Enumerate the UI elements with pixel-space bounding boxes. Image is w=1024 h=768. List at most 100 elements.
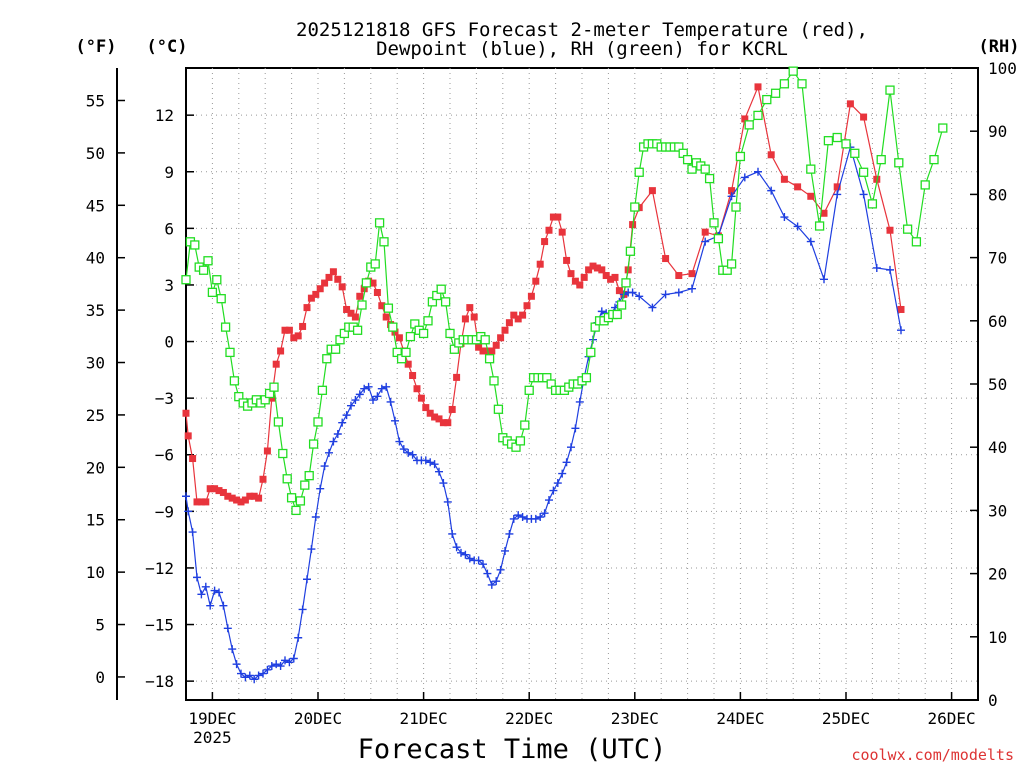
temperature-point	[206, 485, 214, 493]
rh-point	[938, 123, 948, 133]
temperature-point	[820, 209, 828, 217]
temperature-point	[532, 277, 540, 285]
rh-point	[300, 480, 310, 490]
rh-point	[212, 275, 222, 285]
fahrenheit-tick-label: 0	[95, 668, 105, 687]
rh-point	[308, 439, 319, 449]
dewpoint-point	[316, 484, 325, 493]
temperature-point	[329, 268, 337, 276]
dewpoint-point	[421, 456, 430, 465]
temperature-point	[369, 279, 377, 287]
rh-point	[894, 158, 904, 168]
dewpoint-point	[232, 660, 241, 669]
temperature-point	[290, 334, 298, 342]
dewpoint-point	[281, 656, 289, 665]
dewpoint-point	[254, 671, 263, 680]
celsius-tick-label: 0	[164, 333, 174, 352]
temperature-point	[391, 328, 399, 336]
dewpoint-point	[219, 601, 228, 610]
rh-point	[920, 180, 930, 190]
rh-tick-label: 70	[988, 249, 1007, 268]
rh-tick-label: 20	[988, 565, 1007, 584]
dewpoint-point	[740, 173, 749, 182]
celsius-tick-label: −18	[145, 672, 174, 691]
temperature-point	[523, 302, 531, 310]
dewpoint-point	[197, 590, 206, 599]
temperature-point	[316, 285, 324, 293]
temperature-point	[250, 492, 258, 500]
temperature-point	[321, 279, 329, 287]
rh-tick-label: 100	[988, 59, 1017, 78]
dewpoint-point	[820, 275, 828, 284]
rh-tick-label: 90	[988, 122, 1007, 141]
rh-point	[269, 382, 279, 392]
temperature-point	[193, 498, 201, 506]
dewpoint-point	[391, 416, 399, 425]
fahrenheit-tick-label: 35	[86, 301, 105, 320]
temperature-point	[219, 488, 227, 496]
rh-point	[190, 240, 200, 250]
temperature-point	[435, 415, 443, 423]
x-tick-label: 23DEC	[611, 709, 659, 728]
dewpoint-point	[272, 660, 281, 669]
rh-point	[282, 474, 292, 484]
temperature-point	[417, 394, 425, 402]
dewpoint-point	[806, 237, 815, 246]
x-tick-label: 26DEC	[928, 709, 976, 728]
dewpoint-point	[674, 288, 683, 297]
temperature-point	[303, 304, 311, 312]
fahrenheit-tick-label: 40	[86, 249, 105, 268]
rh-point	[612, 309, 622, 320]
rh-point	[850, 148, 860, 158]
rh-point	[352, 325, 363, 335]
dewpoint-point	[628, 288, 637, 297]
dewpoint-point	[793, 222, 802, 231]
celsius-tick-label: 9	[164, 163, 174, 182]
dewpoint-point	[223, 624, 232, 633]
temperature-point	[549, 213, 557, 221]
temperature-point	[224, 492, 232, 500]
dewpoint-point	[540, 509, 549, 518]
temperature-point	[497, 334, 505, 342]
temperature-point	[897, 305, 905, 313]
rh-point	[753, 110, 763, 121]
dewpoint-point	[487, 580, 496, 589]
rh-point	[220, 322, 231, 332]
dewpoint-point	[285, 658, 294, 667]
rh-point	[858, 167, 869, 177]
temperature-point	[189, 455, 197, 463]
temperature-point	[233, 496, 241, 504]
dewpoint-point	[558, 469, 567, 478]
dewpoint-point	[210, 586, 219, 595]
temperature-point	[602, 272, 610, 280]
temperature-point	[501, 326, 509, 334]
rh-point	[207, 287, 218, 298]
fahrenheit-tick-label: 15	[86, 511, 105, 530]
x-tick-label: 24DEC	[716, 709, 764, 728]
temperature-point	[404, 360, 412, 368]
dewpoint-point	[182, 492, 190, 501]
temperature-point	[255, 494, 263, 502]
dewpoint-point	[661, 290, 670, 299]
temperature-point	[356, 292, 364, 300]
fahrenheit-tick-label: 10	[86, 563, 105, 582]
dewpoint-point	[215, 588, 223, 597]
dewpoint-point	[369, 396, 377, 405]
rh-tick-label: 0	[988, 691, 998, 710]
dewpoint-point	[184, 507, 193, 516]
fahrenheit-tick-label: 20	[86, 458, 105, 477]
temperature-point	[519, 311, 527, 319]
dewpoint-point	[567, 443, 575, 452]
temperature-point	[860, 113, 868, 121]
rh-point	[361, 278, 372, 288]
dewpoint-point	[303, 575, 311, 584]
temperature-point	[780, 175, 788, 183]
dewpoint-point	[509, 514, 518, 523]
rh-point	[524, 385, 534, 395]
rh-point	[682, 154, 693, 165]
rh-point	[779, 79, 790, 89]
temperature-series	[182, 83, 905, 506]
temperature-point	[536, 260, 544, 268]
rh-point	[814, 221, 825, 231]
